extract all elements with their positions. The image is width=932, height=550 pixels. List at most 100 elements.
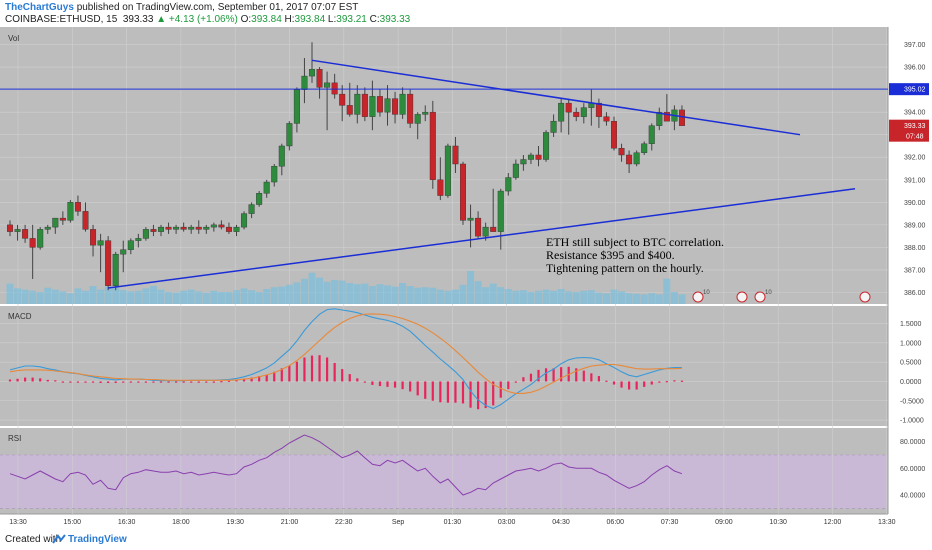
volume-bar	[346, 283, 354, 304]
macd-histogram-bar	[628, 381, 631, 390]
volume-bar	[497, 287, 505, 304]
volume-bar	[316, 277, 324, 304]
candle-body	[339, 93, 346, 106]
macd-histogram-bar	[197, 381, 200, 383]
macd-axis-label: -0.5000	[900, 398, 924, 405]
candle-body	[29, 238, 36, 248]
volume-bar	[248, 290, 256, 304]
volume-bar	[602, 293, 610, 304]
volume-bar	[104, 286, 112, 304]
volume-bar	[640, 294, 648, 304]
author-name[interactable]: TheChartGuys	[5, 2, 74, 13]
candle-body	[505, 177, 512, 192]
macd-histogram-bar	[273, 371, 276, 382]
candle-body	[256, 193, 263, 205]
volume-bar	[97, 289, 105, 304]
symbol-line: COINBASE:ETHUSD, 15 393.33 ▲ +4.13 (+1.0…	[5, 14, 410, 25]
candle-body	[173, 226, 180, 230]
macd-histogram-bar	[386, 381, 389, 387]
volume-bar	[489, 283, 497, 304]
macd-histogram-bar	[54, 380, 57, 382]
ohlc-low-value: 393.21	[336, 14, 367, 25]
rsi-band	[0, 455, 888, 509]
volume-bar	[255, 292, 263, 304]
macd-histogram-bar	[242, 379, 246, 382]
volume-bar	[648, 293, 656, 304]
macd-histogram-bar	[348, 374, 351, 382]
candle-body	[278, 145, 285, 167]
price-change: +4.13 (+1.06%)	[168, 14, 238, 25]
volume-bar	[368, 286, 376, 304]
candle-body	[475, 217, 482, 237]
ohlc-high-value: 393.84	[294, 14, 326, 25]
macd-histogram-bar	[477, 381, 480, 410]
event-flag-icon[interactable]	[859, 291, 871, 303]
volume-bar	[233, 290, 240, 304]
time-axis-label: 04:30	[552, 519, 570, 526]
macd-axis-label: 0.0000	[900, 379, 922, 386]
volume-bar	[587, 290, 595, 304]
candle-body	[490, 226, 497, 232]
macd-histogram-bar	[597, 376, 600, 382]
macd-histogram-bar	[454, 381, 457, 403]
event-count-label: 10	[703, 290, 710, 296]
candle-body	[67, 202, 74, 221]
time-axis-label: 03:00	[498, 519, 516, 526]
macd-histogram-bar	[363, 381, 366, 383]
macd-histogram-bar	[235, 379, 238, 382]
volume-bar	[670, 292, 678, 304]
price-panel-background	[0, 27, 888, 304]
volume-bar	[263, 289, 271, 304]
macd-histogram-bar	[167, 381, 170, 383]
event-flag-icon[interactable]	[754, 291, 766, 303]
volume-bar	[6, 283, 14, 304]
candle-body	[361, 93, 368, 117]
volume-bar	[149, 286, 157, 304]
price-axis-label: 386.00	[904, 290, 926, 297]
price-panel-title: Vol	[8, 34, 19, 43]
macd-histogram-bar	[69, 381, 72, 383]
time-axis-label: 12:00	[824, 519, 842, 526]
candle-body	[580, 107, 587, 117]
rsi-panel-title: RSI	[8, 434, 21, 443]
candle-body	[157, 226, 164, 232]
event-flag-icon[interactable]	[692, 291, 704, 303]
candle-body	[165, 226, 172, 230]
candle-body	[120, 249, 127, 255]
candle-body	[437, 179, 444, 196]
tradingview-brand[interactable]: TradingView	[68, 534, 127, 545]
candle-body	[422, 111, 429, 115]
macd-histogram-bar	[107, 381, 110, 383]
volume-bar	[421, 287, 429, 304]
volume-bar	[406, 286, 414, 304]
macd-histogram-bar	[99, 381, 102, 383]
chart-header: TheChartGuys published on TradingView.co…	[0, 0, 932, 26]
time-axis[interactable]	[0, 514, 932, 527]
volume-bar	[331, 280, 339, 304]
time-axis-label: 19:30	[226, 519, 244, 526]
macd-histogram-bar	[39, 378, 42, 382]
macd-histogram-bar	[318, 355, 321, 382]
candle-body	[301, 75, 308, 90]
event-flag-icon[interactable]	[736, 291, 748, 303]
price-axis-label: 392.00	[904, 155, 926, 162]
macd-histogram-bar	[499, 381, 502, 398]
macd-histogram-bar	[227, 380, 231, 382]
volume-bar	[655, 294, 663, 304]
volume-bar	[550, 290, 558, 304]
volume-bar	[59, 291, 67, 304]
volume-bar	[519, 290, 527, 304]
ohlc-open-value: 393.84	[251, 14, 282, 25]
volume-bar	[119, 290, 127, 304]
price-axis[interactable]	[888, 27, 932, 514]
trading-chart[interactable]: 397.00396.00395.00394.00393.00392.00391.…	[0, 27, 932, 527]
macd-histogram-bar	[575, 368, 578, 382]
candle-body	[14, 229, 21, 232]
rsi-line	[9, 434, 683, 496]
candle-body	[142, 229, 149, 239]
macd-histogram-bar	[401, 381, 404, 390]
volume-bar	[663, 278, 671, 304]
volume-bar	[210, 290, 218, 304]
candle-body	[105, 240, 112, 286]
rsi-axis-label: 60.0000	[900, 466, 925, 473]
